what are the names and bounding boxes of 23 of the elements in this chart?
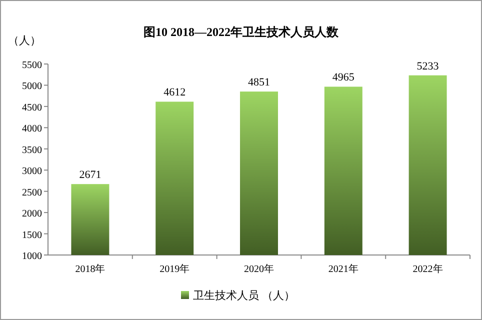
data-label: 4612: [164, 86, 186, 99]
x-tick-label: 2018年: [75, 263, 106, 275]
x-tick-label: 2020年: [244, 263, 274, 275]
x-tick-label: 2021年: [328, 263, 358, 275]
y-tick-label: 1000: [22, 251, 42, 262]
y-axis-title: （人）: [8, 35, 41, 47]
y-tick-label: 3000: [22, 166, 42, 178]
chart-title: 图10 2018—2022年卫生技术人员人数: [144, 25, 340, 39]
data-label: 5233: [416, 60, 440, 72]
y-tick-label: 1500: [22, 230, 42, 241]
y-tick-label: 5500: [22, 60, 42, 71]
y-tick-label: 5000: [22, 81, 42, 92]
y-tick-label: 4000: [22, 124, 42, 135]
legend-label: 卫生技术人员 （人）: [193, 289, 295, 302]
data-label: 4851: [248, 76, 270, 89]
y-tick-label: 2000: [22, 208, 42, 220]
y-tick-label: 4500: [22, 102, 42, 114]
y-tick-label: 3500: [22, 144, 42, 156]
x-tick-label: 2022年: [412, 263, 443, 275]
y-tick-label: 2500: [22, 187, 42, 198]
data-label: 4965: [332, 72, 355, 84]
data-label: 2671: [79, 169, 102, 182]
x-tick-label: 2019年: [160, 263, 190, 275]
